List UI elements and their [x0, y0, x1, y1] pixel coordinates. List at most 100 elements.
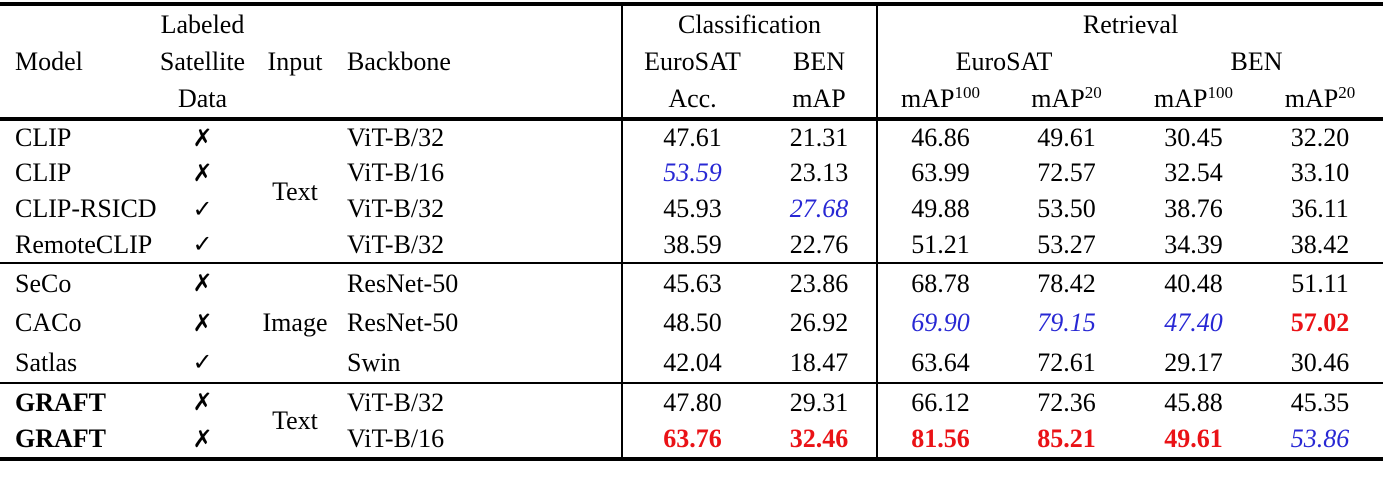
cell-ben-map100: 49.61	[1164, 424, 1223, 454]
cell-eurosat-map20: 53.27	[1037, 229, 1096, 259]
cell-ben-map100: 29.17	[1164, 347, 1223, 377]
header-labeled-line3: Data	[177, 84, 228, 113]
cell-eurosat-map100: 66.12	[876, 383, 1004, 421]
row-clip-vitb32: CLIP ✗ Text ViT-B/32 47.61 21.31 46.86 4…	[0, 119, 1383, 206]
group-text-models: CLIP ✗ Text ViT-B/32 47.61 21.31 46.86 4…	[0, 119, 1383, 263]
cell-eurosat-map100: 81.56	[876, 421, 1004, 459]
check-icon: ✓	[192, 194, 213, 223]
cell-backbone: ViT-B/32	[347, 229, 445, 259]
cell-ben-map: 26.92	[789, 308, 849, 338]
cell-eurosat-map20: 49.61	[1037, 123, 1096, 153]
cell-eurosat-acc: 63.76	[621, 421, 762, 459]
cell-ben-map100: 32.54	[1164, 158, 1223, 188]
cell-model: CACo	[15, 308, 82, 338]
benchmark-results-table: Model Labeled Satellite Data Input Backb…	[0, 2, 1383, 461]
cell-ben-map100: 38.76	[1164, 194, 1223, 224]
cell-eurosat-map20: 72.57	[1037, 158, 1096, 188]
cell-ben-map100: 47.40	[1164, 308, 1223, 338]
cell-eurosat-map100: 63.99	[876, 155, 1004, 191]
cross-icon: ✗	[192, 308, 213, 337]
header-classification: Classification	[620, 4, 878, 43]
cell-ben-map20: 53.86	[1290, 424, 1350, 454]
group-graft-models: GRAFT ✗ Text ViT-B/32 47.80 29.31 66.12 …	[0, 383, 1383, 459]
cell-model: CLIP-RSICD	[15, 194, 157, 224]
row-satlas: Satlas ✓ Swin 42.04 18.47 63.64 72.61 29…	[0, 343, 1383, 383]
cell-backbone: ResNet-50	[347, 268, 459, 298]
cell-ben-map20: 51.11	[1291, 268, 1349, 298]
cell-eurosat-acc: 53.59	[621, 155, 762, 191]
header-ben-map: mAP	[792, 84, 846, 114]
cell-eurosat-acc: 48.50	[621, 303, 762, 343]
cell-input-text: Text	[272, 405, 318, 435]
row-graft-vitb32: GRAFT ✗ Text ViT-B/32 47.80 29.31 66.12 …	[0, 383, 1383, 435]
row-clip-vitb16: CLIP ✗ ViT-B/16 53.59 23.13 63.99 72.57 …	[0, 155, 1383, 191]
cell-eurosat-acc: 47.61	[621, 119, 762, 155]
cell-model: GRAFT	[15, 387, 106, 417]
cell-eurosat-map100: 49.88	[876, 191, 1004, 227]
cell-backbone: ViT-B/16	[347, 424, 445, 454]
cell-backbone: ViT-B/16	[347, 158, 445, 188]
cell-input-text: Text	[272, 176, 318, 206]
cell-model: CLIP	[15, 123, 72, 153]
check-icon: ✓	[192, 348, 213, 377]
row-caco: CACo ✗ ResNet-50 48.50 26.92 69.90 79.15…	[0, 303, 1383, 343]
cell-eurosat-map20: 79.15	[1037, 308, 1096, 338]
cell-ben-map100: 30.45	[1164, 123, 1223, 153]
cell-ben-map: 18.47	[789, 347, 849, 377]
cell-backbone: ViT-B/32	[347, 123, 445, 153]
cross-icon: ✗	[192, 158, 213, 187]
cell-ben-map20: 45.35	[1290, 387, 1350, 417]
cell-ben-map20: 38.42	[1290, 229, 1350, 259]
cross-icon: ✗	[192, 269, 213, 298]
header-ben-map20: mAP20	[1284, 82, 1356, 114]
header-labeled-line1: Labeled	[160, 10, 245, 39]
header-eurosat-map100: mAP100	[876, 80, 1004, 119]
row-clip-rsicd: CLIP-RSICD ✓ ViT-B/32 45.93 27.68 49.88 …	[0, 191, 1383, 227]
cell-model: Satlas	[15, 347, 78, 377]
cell-ben-map: 21.31	[789, 123, 849, 153]
cell-ben-map100: 34.39	[1164, 229, 1223, 259]
header-labeled-line2: Satellite	[159, 47, 246, 76]
cell-ben-map20: 30.46	[1290, 347, 1350, 377]
group-image-models: SeCo ✗ Image ResNet-50 45.63 23.86 68.78…	[0, 263, 1383, 383]
cell-ben-map20: 57.02	[1290, 308, 1350, 338]
cell-eurosat-acc: 38.59	[621, 227, 762, 263]
header-ben-map100: mAP100	[1154, 82, 1233, 114]
header-retr-ben: BEN	[1230, 46, 1283, 76]
cell-ben-map100: 45.88	[1164, 387, 1223, 417]
cell-eurosat-acc: 42.04	[621, 343, 762, 383]
cell-eurosat-map100: 68.78	[876, 263, 1004, 303]
cell-ben-map20: 36.11	[1291, 194, 1349, 224]
cell-eurosat-map20: 78.42	[1037, 268, 1096, 298]
cell-ben-map: 32.46	[789, 424, 849, 454]
header-row-3: Acc. mAP mAP100 mAP20 mAP100 mAP20	[0, 80, 1383, 119]
cross-icon: ✗	[192, 424, 213, 453]
cell-ben-map: 23.13	[789, 158, 849, 188]
header-eurosat-map20: mAP20	[1031, 82, 1102, 114]
cell-model: SeCo	[15, 268, 72, 298]
header-input: Input	[267, 46, 323, 76]
cell-ben-map100: 40.48	[1164, 268, 1223, 298]
cell-eurosat-map100: 46.86	[876, 119, 1004, 155]
header-class-eurosat: EuroSAT	[621, 42, 762, 81]
cell-model: GRAFT	[15, 424, 106, 454]
cell-eurosat-map20: 53.50	[1037, 194, 1096, 224]
row-graft-vitb16: GRAFT ✗ ViT-B/16 63.76 32.46 81.56 85.21…	[0, 421, 1383, 459]
cell-ben-map: 22.76	[789, 229, 849, 259]
cell-eurosat-acc: 45.63	[621, 263, 762, 303]
cell-backbone: ViT-B/32	[347, 387, 445, 417]
table-header: Model Labeled Satellite Data Input Backb…	[0, 4, 1383, 119]
header-labeled-satellite-data: Labeled Satellite Data	[145, 4, 260, 119]
cross-icon: ✗	[192, 388, 213, 417]
cell-eurosat-map20: 72.36	[1037, 387, 1096, 417]
row-remoteclip: RemoteCLIP ✓ ViT-B/32 38.59 22.76 51.21 …	[0, 227, 1383, 263]
cell-eurosat-map100: 69.90	[876, 303, 1004, 343]
cell-eurosat-map20: 72.61	[1037, 347, 1096, 377]
cell-eurosat-acc: 47.80	[621, 383, 762, 421]
cell-ben-map: 27.68	[789, 194, 849, 224]
header-model: Model	[15, 46, 83, 76]
header-retrieval: Retrieval	[876, 4, 1383, 43]
cell-eurosat-map100: 51.21	[876, 227, 1004, 263]
cell-model: RemoteCLIP	[15, 229, 153, 259]
cell-ben-map: 23.86	[789, 268, 849, 298]
